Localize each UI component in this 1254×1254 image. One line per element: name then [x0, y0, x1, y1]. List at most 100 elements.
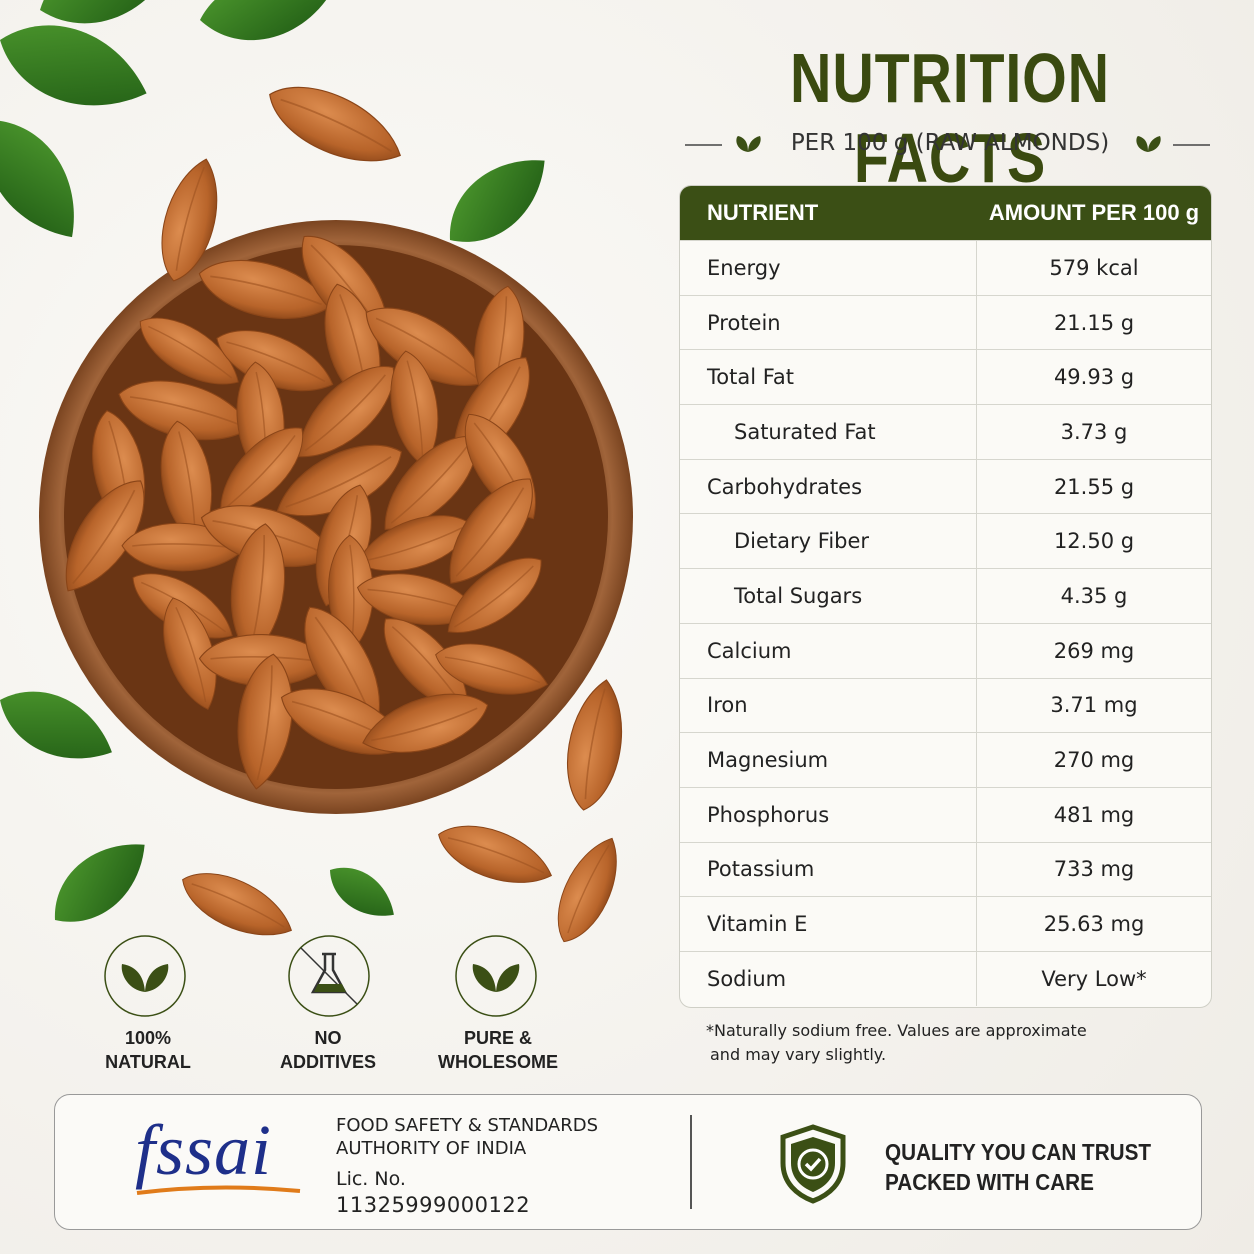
amount: 49.93 g [1053, 365, 1135, 390]
nutrient: Phosphorus [680, 787, 977, 842]
subtitle: PER 100 g (RAW ALMONDS) [790, 130, 1110, 156]
table-row: Magnesium 270 mg [680, 732, 1211, 787]
shield-icon [780, 1124, 846, 1204]
almond [216, 330, 334, 392]
swoosh [136, 1185, 301, 1195]
almond-ridge [175, 607, 207, 703]
almond [566, 679, 623, 811]
almond-ridge [444, 656, 541, 684]
almond [139, 317, 239, 385]
almond [438, 825, 553, 883]
almond [298, 365, 395, 458]
almond [182, 873, 293, 936]
table-body: Energy 579 kcal Protein 21.15 g Total Fat 49.… [680, 240, 1211, 1006]
almond-ridge [210, 275, 322, 306]
amount: 3.71 mg [1050, 693, 1138, 718]
amount: Very Low* [1041, 966, 1147, 991]
table-row: Vitamin E 25.63 mg [680, 896, 1211, 951]
almond-body [298, 365, 395, 458]
almond-ridge [72, 489, 136, 585]
almond-body [566, 679, 623, 811]
almond-body [438, 825, 553, 883]
nutrient: Energy [680, 241, 977, 295]
almond-ridge [406, 360, 424, 459]
almond [276, 444, 402, 517]
almond-body [216, 330, 334, 392]
nutrient: Protein [680, 295, 977, 350]
table-row: Dietary Fiber 12.50 g [680, 513, 1211, 569]
nutrient: Vitamin E [680, 897, 977, 951]
almond [557, 837, 617, 943]
shield [780, 1124, 846, 1204]
badge: PURE & WHOLESOME [408, 1026, 588, 1074]
amount: 12.50 g [1053, 529, 1135, 554]
badge-ring [104, 935, 186, 1017]
almond-body [269, 86, 402, 162]
license-label: Lic. No. [336, 1168, 406, 1190]
nutrient: Potassium [680, 842, 977, 897]
table-row: Phosphorus 481 mg [680, 786, 1211, 842]
almond-ridge [455, 487, 525, 577]
leaf-icon [736, 136, 761, 152]
table-row: Protein 21.15 g [680, 294, 1211, 350]
leaf-icon [472, 964, 520, 992]
nutrient: Magnesium [680, 733, 977, 787]
badge-label: 100% [124, 1028, 172, 1048]
leaf [330, 867, 394, 916]
promise: QUALITY YOU CAN TRUST [885, 1139, 1152, 1165]
leaf-icon [121, 964, 169, 992]
table-row: Energy 579 kcal [680, 240, 1211, 295]
nutrient: Sodium [680, 951, 977, 1006]
authority: FOOD SAFETY & STANDARDS [336, 1115, 598, 1136]
badge-label: WHOLESOME [438, 1052, 558, 1072]
amount: 25.63 mg [1043, 912, 1145, 937]
almond-ridge [567, 844, 610, 934]
almond [362, 693, 489, 753]
check [804, 1157, 822, 1172]
almond-ridge [256, 665, 273, 781]
almond-ridge [280, 98, 393, 153]
promise: PACKED WITH CARE [885, 1169, 1094, 1195]
table-row: Total Fat 49.93 g [680, 349, 1211, 405]
leaf-icon [1136, 136, 1161, 152]
almond-body [557, 837, 617, 943]
almond [65, 480, 145, 592]
leaf [40, 0, 175, 24]
leaf [0, 120, 74, 238]
almond [163, 597, 217, 711]
amount: 21.15 g [1053, 310, 1135, 335]
fssai-logo: fssai [135, 1110, 273, 1190]
almond-illustration [0, 0, 633, 943]
badge: 100% NATURAL [58, 1026, 238, 1074]
leaf [0, 691, 112, 759]
almond [161, 158, 218, 282]
almonds [65, 235, 549, 790]
nutrition-table: NUTRIENT AMOUNT PER 100 g Energy 579 kcal… [679, 185, 1212, 1008]
leaf [449, 160, 545, 242]
almond-ridge [364, 527, 463, 562]
authority: AUTHORITY OF INDIA [336, 1138, 527, 1159]
subtitle-decor [685, 136, 1210, 152]
badge-label: NO [314, 1028, 342, 1048]
almond [447, 557, 542, 633]
title: NUTRITION FACTS [790, 39, 1110, 197]
table-row: Potassium 733 mg [680, 841, 1211, 897]
almond [237, 653, 293, 790]
almond-ridge [375, 317, 478, 379]
table-header: NUTRIENT AMOUNT PER 100 g [680, 186, 1211, 240]
leaf [200, 0, 329, 41]
leaf [54, 844, 145, 922]
table-row: Carbohydrates 21.55 g [680, 458, 1211, 514]
almond-body [384, 435, 478, 530]
almond-ridge [226, 341, 326, 383]
nutrient: Total Sugars [680, 569, 977, 623]
almond-ridge [584, 688, 606, 800]
badge-label: ADDITIVES [279, 1052, 376, 1072]
table-row: Calcium 269 mg [680, 622, 1211, 678]
amount: 481 mg [1053, 802, 1135, 827]
column-header: AMOUNT PER 100 g [988, 200, 1200, 225]
table-row: Total Sugars 4.35 g [680, 568, 1211, 623]
leaf [0, 25, 147, 106]
almond-ridge [129, 396, 243, 427]
